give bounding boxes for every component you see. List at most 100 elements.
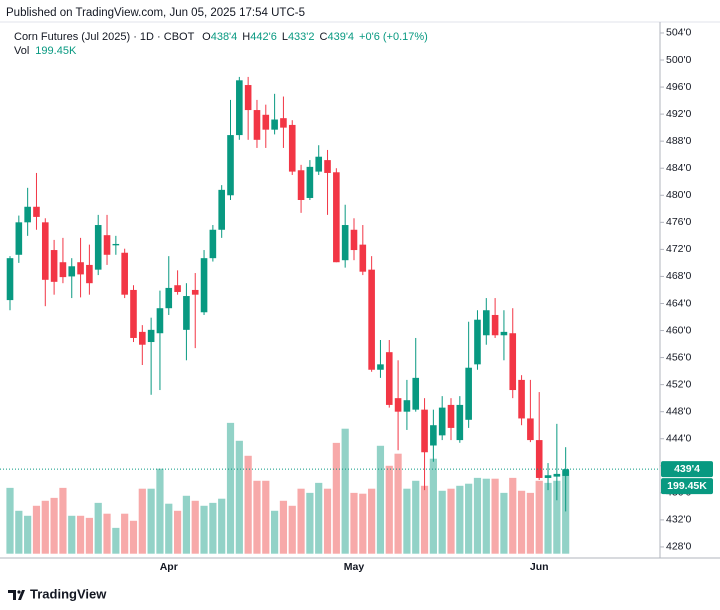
y-tick-label: 452'0 — [666, 378, 692, 390]
y-tick-label: 476'0 — [666, 216, 692, 228]
volume-bar — [85, 517, 93, 554]
volume-bar — [544, 482, 552, 554]
volume-bars — [6, 422, 570, 554]
ohlc-name: C — [320, 31, 328, 43]
volume-bar — [412, 480, 420, 554]
y-tick-label: 432'0 — [666, 514, 692, 526]
volume-bar — [553, 480, 561, 554]
volume-bar — [209, 502, 217, 554]
volume-value: 199.45K — [35, 45, 77, 57]
candle-body — [41, 222, 49, 280]
y-tick-label: 472'0 — [666, 243, 692, 255]
volume-bar — [315, 482, 323, 554]
legend: Corn Futures (Jul 2025) · 1D · CBOT O438'… — [14, 31, 428, 43]
candle-body — [412, 377, 420, 410]
volume-bar — [226, 422, 235, 554]
volume-bar — [112, 527, 120, 554]
candle-body — [368, 269, 375, 370]
volume-bar — [94, 502, 102, 554]
candle-body — [544, 475, 552, 478]
y-tick-label: 488'0 — [666, 135, 692, 147]
candle-body — [447, 404, 455, 428]
candle-body — [297, 170, 305, 201]
candle-body — [94, 225, 102, 270]
volume-bar — [385, 465, 393, 554]
candle-body — [553, 473, 561, 477]
candle-body — [403, 400, 411, 412]
candle-body — [518, 379, 525, 419]
volume-bar — [15, 510, 23, 554]
volume-bar — [491, 478, 499, 554]
footer-brand: TradingView — [30, 586, 107, 601]
volume-bar — [6, 487, 14, 554]
candle-body — [350, 229, 358, 251]
volume-bar — [279, 500, 288, 554]
volume-bar — [420, 485, 429, 554]
candle-body — [59, 262, 67, 278]
ohlc-name: O — [202, 31, 211, 43]
candle-body — [209, 229, 217, 259]
y-tick-label: 504'0 — [666, 27, 692, 39]
volume-bar — [147, 488, 155, 554]
x-tick-label: Jun — [530, 561, 549, 573]
volume-bar — [562, 470, 570, 554]
candle-body — [491, 314, 499, 336]
candle-body — [15, 222, 23, 255]
volume-bar — [244, 455, 252, 554]
volume-bar — [306, 492, 314, 554]
y-tick-label: 500'0 — [666, 54, 692, 66]
candle-body — [465, 367, 472, 420]
x-tick-label: May — [344, 561, 365, 573]
ohlc-name: L — [282, 31, 288, 43]
volume-bar — [138, 488, 146, 554]
volume-bar — [121, 513, 129, 554]
symbol: Corn Futures (Jul 2025) · 1D · CBOT — [14, 31, 195, 43]
volume-bar — [535, 480, 543, 554]
volume-bar — [394, 453, 402, 554]
volume-bar — [182, 495, 191, 554]
candle-body — [306, 166, 314, 198]
candle-body — [112, 243, 120, 246]
candle-body — [191, 289, 199, 295]
candle-body — [244, 85, 252, 111]
candle-body — [174, 285, 181, 292]
volume-bar — [32, 505, 41, 554]
volume-bar — [191, 500, 199, 554]
candle-body — [509, 333, 517, 391]
volume-bar — [517, 490, 526, 554]
volume-bar — [200, 505, 208, 554]
volume-bar — [332, 442, 340, 554]
candle-body — [50, 250, 58, 282]
candle-body — [6, 258, 14, 301]
volume-bar — [156, 468, 164, 554]
volume-bar — [41, 500, 49, 554]
candle-body — [262, 114, 270, 130]
y-tick-label: 444'0 — [666, 433, 692, 445]
volume-bar — [447, 488, 455, 554]
volume-bar — [253, 480, 261, 554]
volume-bar — [68, 515, 76, 554]
volume-bar — [59, 487, 67, 554]
volume-bar — [288, 505, 296, 554]
volume-bar — [297, 488, 305, 554]
y-tick-label: 456'0 — [666, 351, 692, 363]
y-tick-label: 480'0 — [666, 189, 692, 201]
candle-body — [456, 404, 464, 441]
volume-tag — [661, 478, 713, 495]
y-tick-label: 492'0 — [666, 108, 692, 120]
candle-body — [385, 352, 393, 405]
last-price-label: 439'4 — [674, 463, 700, 475]
candle-body — [147, 329, 155, 343]
volume-bar — [403, 488, 411, 554]
volume-bar — [473, 477, 482, 554]
volume-bar — [526, 492, 534, 554]
candle-body — [394, 398, 402, 412]
volume-bar — [429, 458, 437, 554]
candle-body — [421, 409, 428, 453]
y-tick-label: 464'0 — [666, 297, 692, 309]
candle-body — [562, 469, 569, 476]
volume-bar — [235, 440, 243, 554]
volume-bar — [438, 490, 446, 554]
y-tick-label: 428'0 — [666, 541, 692, 553]
